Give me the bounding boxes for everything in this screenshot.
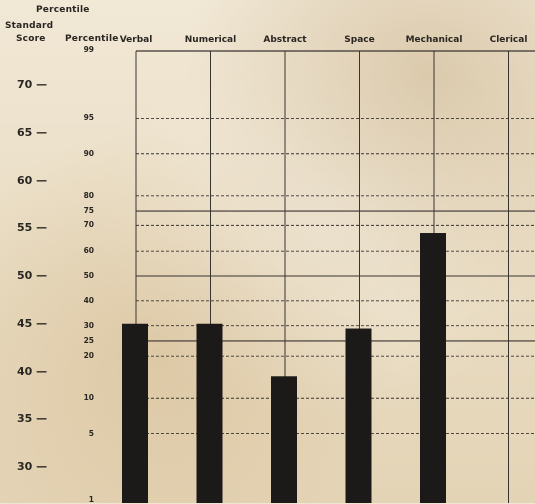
percentile-column-header: Percentile bbox=[65, 34, 119, 44]
standard-score-tick-label: 65 — bbox=[17, 125, 48, 139]
standard-score-tick-label: 45 — bbox=[17, 316, 48, 330]
percentile-tick-label: 10 bbox=[83, 393, 94, 403]
standard-score-tick-label: 60 — bbox=[17, 173, 48, 187]
category-label-space: Space bbox=[344, 35, 375, 45]
standard-score-tick-label: 30 — bbox=[17, 460, 48, 473]
standard-score-tick-label: 55 — bbox=[17, 221, 48, 235]
standard-score-tick-label: 50 — bbox=[17, 269, 48, 282]
percentile-tick-label: 80 bbox=[83, 190, 94, 200]
percentile-tick-label: 1 bbox=[88, 495, 94, 504]
standard-score-header-line1: Standard bbox=[5, 21, 54, 31]
percentile-tick-label: 99 bbox=[83, 45, 94, 54]
percentile-top-header: Percentile bbox=[36, 5, 90, 15]
standard-score-tick-label: 35 — bbox=[17, 412, 48, 426]
percentile-tick-label: 75 bbox=[83, 206, 94, 216]
percentile-tick-label: 70 bbox=[83, 220, 94, 230]
bar-abstract bbox=[271, 376, 297, 503]
bar-mechanical bbox=[420, 233, 446, 503]
standard-score-tick-label: 70 — bbox=[17, 78, 48, 91]
percentile-tick-label: 50 bbox=[83, 271, 94, 280]
percentile-tick-label: 25 bbox=[83, 335, 94, 345]
percentile-tick-label: 60 bbox=[83, 246, 94, 256]
percentile-tick-label: 90 bbox=[83, 148, 94, 158]
percentile-tick-label: 20 bbox=[83, 351, 94, 361]
percentile-tick-label: 40 bbox=[83, 295, 94, 305]
standard-score-header-line2: Score bbox=[16, 34, 46, 44]
bar-space bbox=[345, 328, 372, 503]
category-label-verbal: Verbal bbox=[119, 35, 153, 45]
percentile-tick-label: 5 bbox=[88, 428, 94, 438]
percentile-tick-label: 95 bbox=[83, 113, 94, 123]
percentile-tick-label: 30 bbox=[83, 320, 94, 330]
standard-score-tick-label: 40 — bbox=[17, 364, 48, 378]
category-label-numerical: Numerical bbox=[184, 35, 237, 45]
bar-verbal bbox=[122, 323, 148, 503]
category-label-abstract: Abstract bbox=[263, 35, 307, 45]
category-label-mechanical: Mechanical bbox=[405, 35, 463, 45]
bar-numerical bbox=[196, 323, 223, 503]
category-label-clerical: Clerical bbox=[489, 35, 528, 45]
